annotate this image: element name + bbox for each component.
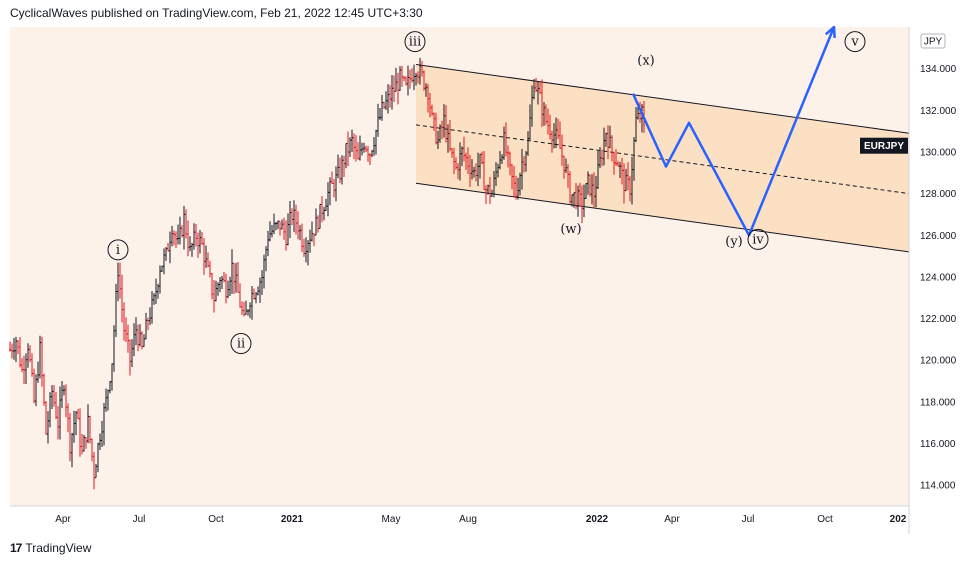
channel-upper-line [415, 63, 910, 134]
time-tick-label: May [382, 514, 401, 525]
price-tick-label: 114.000 [920, 481, 956, 492]
channel-lower-line [415, 182, 910, 253]
price-tick-label: 134.000 [920, 64, 957, 75]
projection-arrowhead [824, 25, 836, 39]
wave-label-i: i [116, 243, 120, 258]
wave-label-iv: iv [752, 232, 764, 247]
time-tick-label: 2021 [281, 514, 304, 525]
time-tick-label: Oct [208, 514, 224, 525]
tradingview-brand[interactable]: 17 TradingView [10, 541, 91, 555]
wave-label-iii: iii [409, 35, 421, 50]
wave-label-w: (w) [560, 222, 581, 237]
price-tick-label: 116.000 [920, 439, 956, 450]
wave-label-circle [107, 239, 129, 261]
price-tick-label: 130.000 [920, 147, 957, 158]
price-tick-label: 120.000 [920, 356, 957, 367]
symbol-label: EURJPY [864, 141, 904, 152]
wave-label-ii: ii [237, 337, 245, 352]
symbol-price-tag [860, 137, 908, 154]
wave-label-circle [844, 31, 866, 53]
time-tick-label: Jul [133, 514, 146, 525]
time-tick-label: Oct [817, 514, 833, 525]
currency-badge [920, 33, 946, 49]
price-tick-label: 124.000 [920, 272, 957, 283]
time-tick-label: 202 [890, 514, 907, 525]
time-tick-label: Apr [664, 514, 680, 525]
price-tick-label: 126.000 [920, 231, 957, 242]
wave-label-v: v [850, 35, 859, 50]
price-tick-label: 118.000 [920, 397, 956, 408]
currency-label: JPY [924, 37, 943, 48]
projection-path [631, 26, 836, 237]
tradingview-logo-icon: 17 [10, 541, 22, 555]
brand-text: TradingView [25, 541, 92, 555]
time-tick-label: Aug [459, 514, 477, 525]
wave-label-circle [230, 333, 252, 355]
price-tick-label: 122.000 [920, 314, 957, 325]
price-tick-label: 128.000 [920, 189, 957, 200]
time-tick-label: Jul [742, 514, 755, 525]
time-tick-label: 2022 [586, 514, 609, 525]
wave-label-x: (x) [637, 53, 654, 68]
price-tick-label: 132.000 [920, 106, 957, 117]
time-tick-label: Apr [55, 514, 71, 525]
chart-header: CyclicalWaves published on TradingView.c… [10, 6, 423, 20]
wave-label-circle [404, 31, 426, 53]
wave-label-circle [747, 228, 769, 250]
wave-label-y: (y) [725, 235, 743, 250]
